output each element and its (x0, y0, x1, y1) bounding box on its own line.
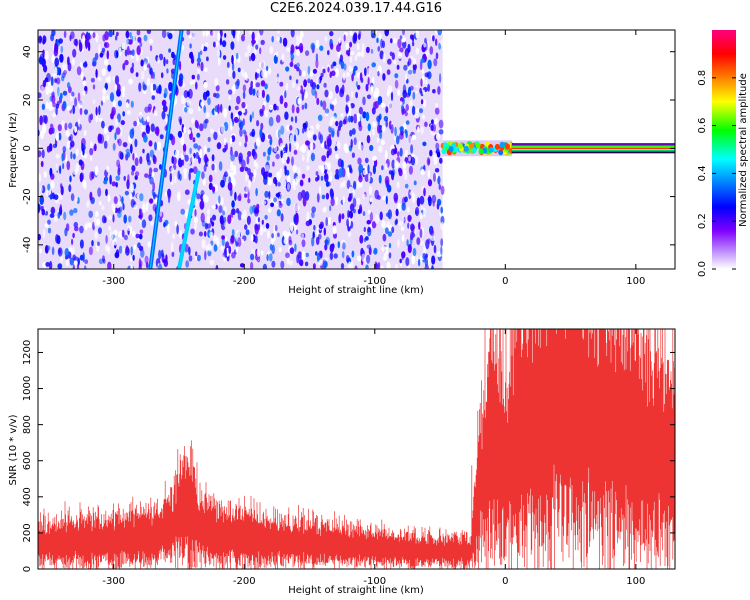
colorbar-axis: 0.0 0.2 0.4 0.6 0.8 (697, 70, 736, 277)
spectrogram-x-tick-label: 0 (502, 276, 508, 287)
snr-data-point (510, 438, 513, 440)
snr-data-point (543, 396, 546, 399)
snr-data-point (478, 481, 481, 484)
snr-data-point (152, 534, 154, 537)
colorbar-label: Normalized spectral amplitude (738, 73, 749, 227)
spectrogram-y-tick-label: 20 (22, 94, 33, 107)
snr-y-tick-label: 1200 (22, 340, 33, 365)
snr-y-tick-label: 600 (22, 451, 33, 470)
snr-data-point (373, 545, 376, 548)
colorbar (712, 30, 736, 269)
snr-data-point (347, 543, 350, 546)
spectrogram-x-axis-label: Height of straight line (km) (288, 285, 424, 296)
transition-band (440, 140, 514, 157)
snr-y-tick-label: 1000 (22, 376, 33, 401)
spectrogram-image (38, 30, 675, 269)
snr-data-point (648, 438, 650, 440)
snr-data-point (634, 431, 637, 433)
snr-data-point (661, 445, 663, 448)
noise-region (38, 30, 445, 269)
spectrogram-x-tick-label: -300 (102, 276, 125, 287)
snr-data-point (470, 550, 473, 552)
carrier-line (511, 143, 675, 154)
spectrogram-y-tick-label: 0 (22, 145, 33, 151)
snr-y-tick-label: 200 (22, 523, 33, 542)
snr-x-tick-label: -300 (102, 576, 125, 587)
spectrogram-y-tick-label: -20 (22, 188, 33, 204)
snr-data-point (112, 537, 115, 540)
snr-data-point (530, 405, 533, 408)
snr-data-point (595, 409, 598, 412)
snr-data-point (504, 463, 507, 466)
spectrogram-y-tick-label: 40 (22, 45, 33, 58)
colorbar-tick-label: 0.2 (697, 213, 708, 229)
snr-data-point (608, 416, 611, 419)
snr-data-point (243, 535, 246, 538)
snr-data-point (217, 533, 220, 536)
snr-data-point (621, 423, 624, 426)
spectrogram-frame (37, 29, 676, 270)
snr-data-point (308, 541, 311, 543)
snr-data-point (452, 550, 454, 552)
colorbar-tick-label: 0.4 (697, 165, 708, 181)
snr-frame (37, 328, 676, 570)
snr-data-point (491, 427, 494, 430)
snr-data-point (269, 538, 272, 541)
drifting-line-2 (176, 170, 201, 269)
snr-y-axis-label: SNR (10 * v/v) (8, 414, 19, 485)
colorbar-tick-label: 0.0 (697, 261, 708, 277)
snr-data-point (197, 523, 200, 525)
snr-data-point (497, 450, 500, 453)
snr-y-tick-label: 0 (22, 566, 33, 572)
snr-data-point (517, 420, 520, 422)
drifting-line-1 (148, 30, 184, 269)
snr-y-tick-label: 400 (22, 487, 33, 506)
snr-x-tick-label: -100 (363, 576, 386, 587)
spectrogram-x-tick-label: -200 (233, 276, 256, 287)
spectrogram-y-axis-label: Frequency (Hz) (8, 112, 19, 188)
colorbar-tick-label: 0.6 (697, 118, 708, 134)
snr-data-point (484, 456, 487, 458)
snr-data-point (582, 398, 585, 401)
snr-data-point (556, 391, 559, 394)
snr-data-point (184, 499, 187, 502)
snr-x-tick-label: 0 (502, 576, 508, 587)
snr-plot-area (38, 329, 675, 569)
snr-data-point (426, 549, 428, 551)
snr-x-tick-label: 100 (626, 576, 645, 587)
snr-data-point (73, 539, 76, 541)
snr-series-line (38, 387, 675, 552)
snr-y-tick-label: 800 (22, 415, 33, 434)
snr-x-tick-label: -200 (233, 576, 256, 587)
spectrogram-x-tick-label: -100 (363, 276, 386, 287)
snr-data-point (171, 523, 174, 525)
snr-data-point (400, 547, 402, 550)
colorbar-tick-label: 0.8 (697, 70, 708, 86)
page-title: C2E6.2024.039.17.44.G16 (269, 1, 443, 16)
spectrogram-y-tick-label: -40 (22, 237, 33, 253)
snr-noise-trace (38, 329, 675, 569)
snr-data-point (569, 387, 572, 390)
snr-x-axis-label: Height of straight line (km) (288, 585, 424, 596)
spectrogram-x-tick-label: 100 (626, 276, 645, 287)
